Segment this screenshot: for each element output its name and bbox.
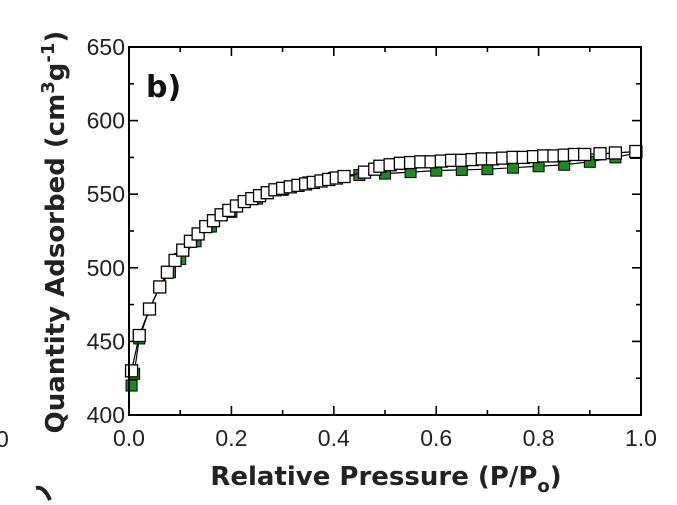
desorption-point (608, 146, 623, 160)
y-tick-label: 600 (87, 108, 125, 134)
desorption-point (160, 265, 175, 279)
desorption-point (337, 169, 351, 184)
desorption-point (132, 328, 146, 343)
desorption-series (124, 144, 643, 378)
plot-frame (128, 46, 642, 416)
adsorption-point (125, 379, 138, 392)
panel-label: b) (146, 70, 181, 105)
y-tick-label: 550 (87, 181, 125, 207)
adsorption-series (125, 146, 642, 392)
x-tick-label: 0.4 (318, 425, 350, 451)
desorption-point (124, 364, 139, 378)
y-tick-label: 450 (87, 328, 125, 354)
y-tick-label: 400 (87, 402, 125, 428)
adsorption-line (130, 152, 637, 386)
y-tick-label: 500 (87, 255, 125, 281)
axis-tick-labels: 0.0 0.2 0.4 0.6 0.8 1.0 400 450 500 550 600 650 (87, 34, 657, 451)
desorption-point (168, 253, 182, 268)
desorption-point (578, 147, 592, 162)
x-tick-label: 0.8 (523, 425, 555, 451)
x-tick-label: 0.0 (113, 425, 145, 451)
desorption-point (142, 302, 157, 316)
x-tick-label: 1.0 (625, 425, 657, 451)
desorption-line (130, 150, 636, 371)
y-tick-label: 650 (87, 34, 125, 60)
y-axis-title: Quantity Adsorbed (cm3g-1) (38, 31, 71, 434)
x-tick-label: 0.2 (215, 425, 247, 451)
x-tick-label: 0.6 (420, 425, 452, 451)
desorption-point (153, 280, 167, 294)
neighbor-panel-fragment (35, 485, 52, 501)
desorption-point (593, 147, 607, 161)
x-axis-title: Relative Pressure (P/Po) (210, 462, 561, 497)
side-fragment-label: 0 (0, 426, 9, 452)
